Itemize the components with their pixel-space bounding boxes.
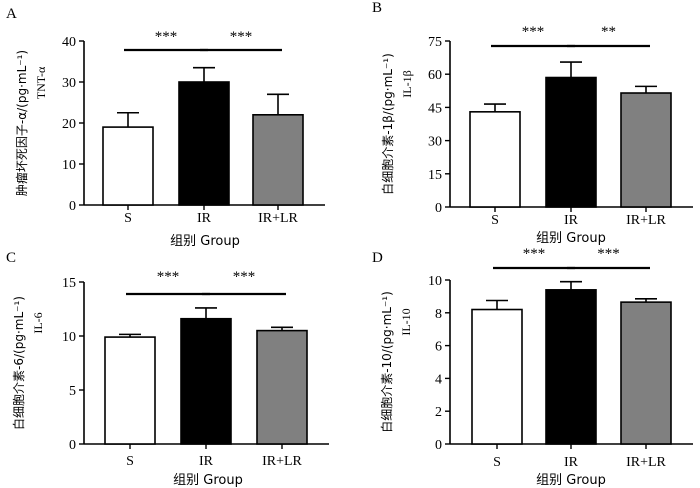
- x-axis-label: 组别 Group: [170, 234, 240, 249]
- bar: [545, 289, 597, 445]
- y-axis-label-abbrev: IL-6: [31, 312, 45, 333]
- y-tick-label: 45: [428, 101, 442, 116]
- x-axis-label: 组别 Group: [173, 473, 243, 488]
- bar: [178, 81, 230, 206]
- y-tick-label: 4: [435, 372, 442, 387]
- bar: [104, 336, 156, 445]
- y-tick-label: 40: [62, 35, 76, 50]
- category-label: S: [124, 211, 132, 226]
- category-label: S: [126, 454, 134, 469]
- category-label: IR+LR: [626, 455, 666, 470]
- y-tick-label: 0: [435, 438, 442, 453]
- significance-label: **: [601, 24, 616, 40]
- panel-letter: C: [6, 250, 16, 266]
- y-axis-label: 肿瘤坏死因子-α/(pg·mL⁻¹): [14, 50, 29, 196]
- y-tick-label: 2: [435, 405, 442, 420]
- bar: [469, 111, 521, 208]
- y-tick-label: 10: [428, 274, 442, 289]
- y-tick-label: 15: [62, 276, 76, 291]
- y-tick-label: 30: [428, 135, 442, 150]
- bar: [471, 308, 523, 445]
- y-tick-label: 0: [69, 199, 76, 214]
- y-axis-label-abbrev: TNT-α: [34, 66, 48, 99]
- category-label: IR: [564, 213, 579, 228]
- y-tick-label: 10: [62, 330, 76, 345]
- y-tick-label: 20: [62, 117, 76, 132]
- category-label: IR+LR: [626, 213, 666, 228]
- y-tick-label: 6: [435, 340, 442, 355]
- category-label: IR+LR: [262, 454, 302, 469]
- significance-label: ***: [523, 246, 546, 262]
- panel-letter: D: [372, 250, 383, 266]
- y-axis-label-abbrev: IL-1β: [400, 70, 414, 97]
- y-tick-label: 0: [69, 438, 76, 453]
- category-label: IR: [197, 211, 212, 226]
- y-axis-label: 白细胞介素-10/(pg·mL⁻¹): [379, 291, 394, 433]
- x-axis-label: 组别 Group: [536, 231, 606, 246]
- panel-letter: A: [6, 6, 17, 22]
- y-tick-label: 10: [62, 158, 76, 173]
- y-tick-label: 15: [428, 168, 442, 183]
- bar: [620, 92, 672, 208]
- bar: [102, 126, 154, 206]
- bar: [620, 301, 672, 445]
- bar: [256, 329, 308, 445]
- y-axis-label: 白细胞介素-6/(pg·mL⁻¹): [11, 296, 26, 430]
- category-label: IR+LR: [258, 211, 298, 226]
- significance-label: ***: [233, 269, 256, 285]
- y-axis-label: 白细胞介素-1β/(pg·mL⁻¹): [380, 53, 395, 195]
- y-tick-label: 75: [428, 35, 442, 50]
- category-label: S: [493, 455, 501, 470]
- y-tick-label: 60: [428, 68, 442, 83]
- bar: [545, 76, 597, 208]
- y-axis-label-abbrev: IL-10: [399, 308, 413, 335]
- y-tick-label: 30: [62, 76, 76, 91]
- category-label: S: [491, 213, 499, 228]
- panel-letter: B: [372, 0, 382, 16]
- bar: [252, 114, 304, 206]
- category-label: IR: [199, 454, 214, 469]
- significance-label: ***: [597, 246, 620, 262]
- significance-label: ***: [157, 269, 180, 285]
- y-tick-label: 5: [69, 384, 76, 399]
- y-tick-label: 0: [435, 201, 442, 216]
- y-tick-label: 8: [435, 307, 442, 322]
- significance-label: ***: [230, 29, 253, 45]
- x-axis-label: 组别 Group: [536, 473, 606, 488]
- category-label: IR: [564, 455, 579, 470]
- significance-label: ***: [522, 24, 545, 40]
- significance-label: ***: [155, 29, 178, 45]
- bar: [180, 317, 232, 445]
